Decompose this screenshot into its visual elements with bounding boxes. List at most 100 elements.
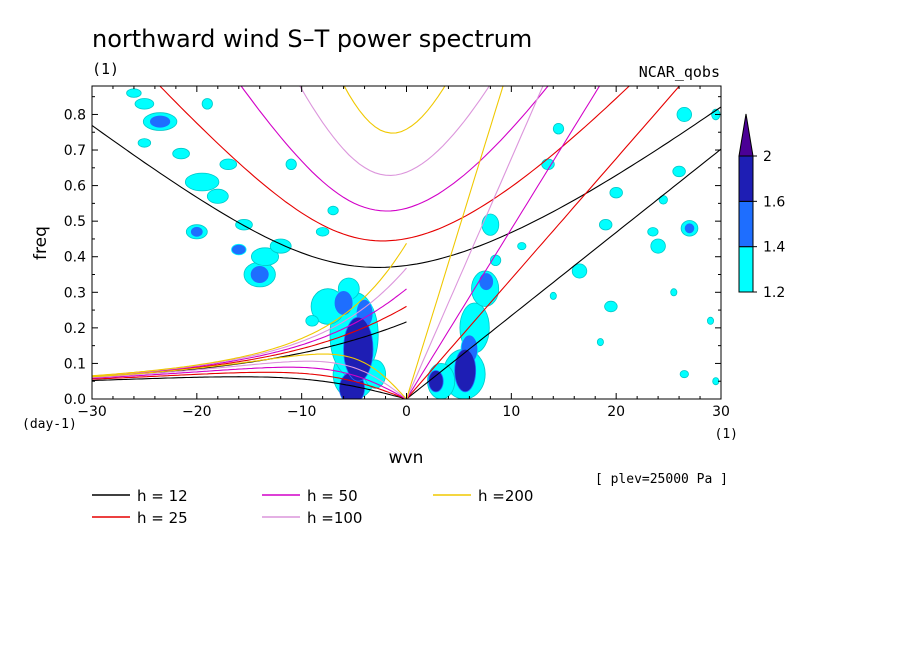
contour-blob xyxy=(190,226,204,238)
contour-blob xyxy=(672,165,686,178)
rossby-curve xyxy=(92,353,407,399)
contour-blob xyxy=(517,242,527,251)
contour-blob xyxy=(315,227,330,237)
contour-blob xyxy=(478,272,494,291)
contour-blob xyxy=(454,348,477,393)
plot-frame xyxy=(91,85,722,400)
level-note: [ plev=25000 Pa ] xyxy=(595,472,728,487)
contour-blob xyxy=(676,107,693,123)
contour-blob xyxy=(231,243,247,256)
contour-blob xyxy=(137,138,152,148)
colorbar-label: 1.2 xyxy=(763,285,785,301)
y-axis-label: freq xyxy=(31,226,51,260)
y-tick-label: 0.6 xyxy=(64,179,86,195)
x-unit-label: (1) xyxy=(715,427,738,442)
mrg-curve xyxy=(92,243,407,377)
chart-subtitle-right: NCAR_qobs xyxy=(639,63,720,81)
contour-blob xyxy=(679,370,689,379)
kelvin-curve xyxy=(406,86,681,399)
contour-blob xyxy=(712,377,720,386)
y-unit-label: (day-1) xyxy=(22,417,77,432)
chart-title: northward wind S–T power spectrum xyxy=(92,25,532,53)
legend-entry: h = 12 xyxy=(137,487,188,505)
contour-blob xyxy=(650,238,666,254)
x-axis-ticks: −30 −20 −10 0 10 20 30 xyxy=(77,86,730,420)
legend-entry: h = 25 xyxy=(137,509,188,527)
inertia-gravity-curve xyxy=(299,86,490,176)
contour-blob xyxy=(599,218,613,231)
contour-blob xyxy=(571,263,588,279)
contour-blob xyxy=(269,238,292,254)
x-tick-label: 10 xyxy=(502,404,520,420)
inertia-gravity-curve xyxy=(343,86,446,134)
contour-blob xyxy=(285,158,297,171)
contour-blob xyxy=(184,172,220,192)
legend: h = 12 h = 25 h = 50 h =100 h =200 xyxy=(92,487,533,527)
y-tick-label: 0.4 xyxy=(64,250,86,266)
y-tick-label: 0.0 xyxy=(64,392,86,408)
contour-blob xyxy=(670,288,678,297)
contour-blob xyxy=(604,300,618,313)
contour-blob xyxy=(172,147,190,160)
contour-blob xyxy=(596,338,604,347)
contour-blob xyxy=(481,213,500,236)
colorbar-extend-triangle xyxy=(738,113,754,157)
rossby-curve xyxy=(92,371,407,399)
colorbar-segment xyxy=(738,155,754,202)
kelvin-curve xyxy=(405,86,544,399)
x-tick-label: 0 xyxy=(402,404,411,420)
y-tick-label: 0.2 xyxy=(64,321,86,337)
y-tick-label: 0.3 xyxy=(64,285,86,301)
colorbar-label: 1.4 xyxy=(763,240,785,256)
contour-blob xyxy=(683,222,696,235)
contour-blob xyxy=(333,290,354,316)
contour-blob xyxy=(126,88,142,98)
x-tick-label: −20 xyxy=(182,404,212,420)
inertia-gravity-curve xyxy=(240,86,549,212)
legend-entry: h =200 xyxy=(478,487,533,505)
contour-blob xyxy=(219,158,238,171)
colorbar-label: 2 xyxy=(763,149,772,165)
contour-blob xyxy=(552,122,565,135)
contour-blob xyxy=(327,205,339,216)
colorbar-segment xyxy=(738,200,754,248)
contour-blob xyxy=(206,188,229,204)
contour-blob xyxy=(428,370,444,393)
y-axis-ticks: 0.0 0.1 0.2 0.3 0.4 0.5 0.6 0.7 0.8 xyxy=(64,96,721,408)
contour-blob xyxy=(647,227,659,237)
contour-blob xyxy=(707,316,715,325)
x-tick-label: −10 xyxy=(287,404,317,420)
contour-blob xyxy=(541,158,555,171)
kelvin-curve xyxy=(405,86,504,399)
colorbar-label: 1.6 xyxy=(763,194,785,210)
contour-blob xyxy=(609,186,623,199)
y-tick-label: 0.8 xyxy=(64,107,86,123)
plot-area: −30 −20 −10 0 10 20 30 0.00.10.20.30.40.50.60.… xyxy=(64,85,730,420)
inertia-gravity-curve xyxy=(159,86,631,242)
y-tick-label: 0.5 xyxy=(64,214,86,230)
colorbar-segment xyxy=(738,246,754,293)
colorbar: 1.2 1.4 1.6 2 xyxy=(738,113,785,301)
x-tick-label: 20 xyxy=(607,404,625,420)
rossby-curve xyxy=(92,376,407,399)
contour-blob xyxy=(201,98,213,110)
contour-blob xyxy=(250,247,279,267)
contour-blob xyxy=(249,265,270,284)
chart-subtitle-left: (1) xyxy=(92,60,119,78)
contour-blob xyxy=(149,114,172,129)
rossby-curve xyxy=(92,360,407,399)
x-axis-label: wvn xyxy=(389,448,424,468)
y-tick-label: 0.7 xyxy=(64,143,86,159)
dispersion-curves xyxy=(92,86,721,399)
rossby-curve xyxy=(92,366,407,399)
inertia-gravity-curve xyxy=(92,106,721,268)
x-tick-label: 30 xyxy=(712,404,730,420)
contour-blob xyxy=(305,315,319,327)
spectrum-contours xyxy=(126,88,721,399)
legend-entry: h = 50 xyxy=(307,487,358,505)
y-tick-label: 0.1 xyxy=(64,356,86,372)
kelvin-curve xyxy=(406,148,721,399)
x-tick-label: −30 xyxy=(77,404,107,420)
legend-entry: h =100 xyxy=(307,509,362,527)
